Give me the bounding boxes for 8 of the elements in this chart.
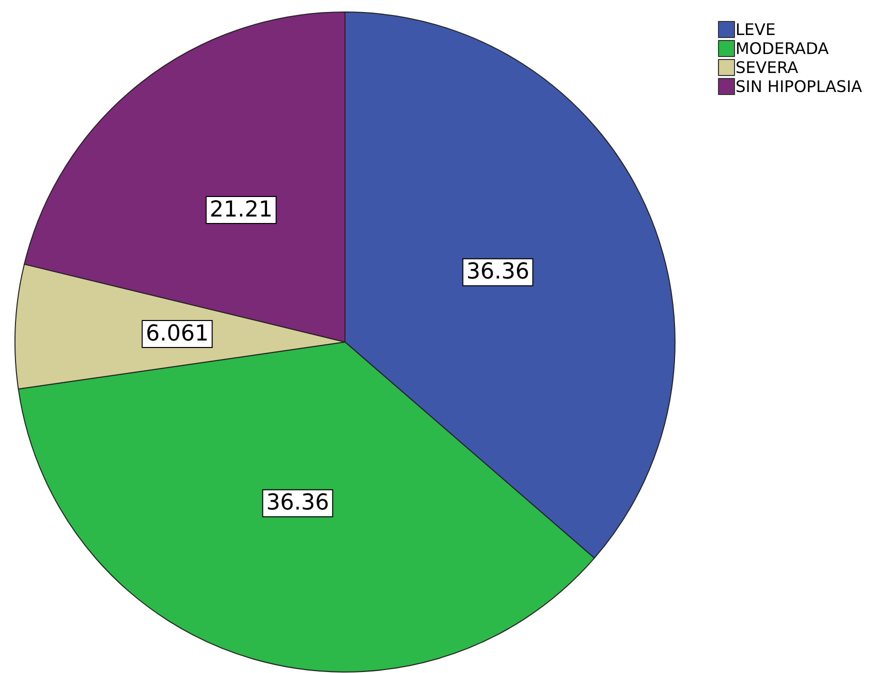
legend-label: SIN HIPOPLASIA xyxy=(736,77,862,96)
data-label: 6.061 xyxy=(146,322,209,347)
data-label: 36.36 xyxy=(466,260,530,285)
legend-label: SEVERA xyxy=(736,58,798,77)
legend-label: LEVE xyxy=(736,20,776,39)
data-label: 21.21 xyxy=(210,197,273,222)
data-label: 36.36 xyxy=(266,490,330,516)
legend-label: MODERADA xyxy=(736,39,829,58)
